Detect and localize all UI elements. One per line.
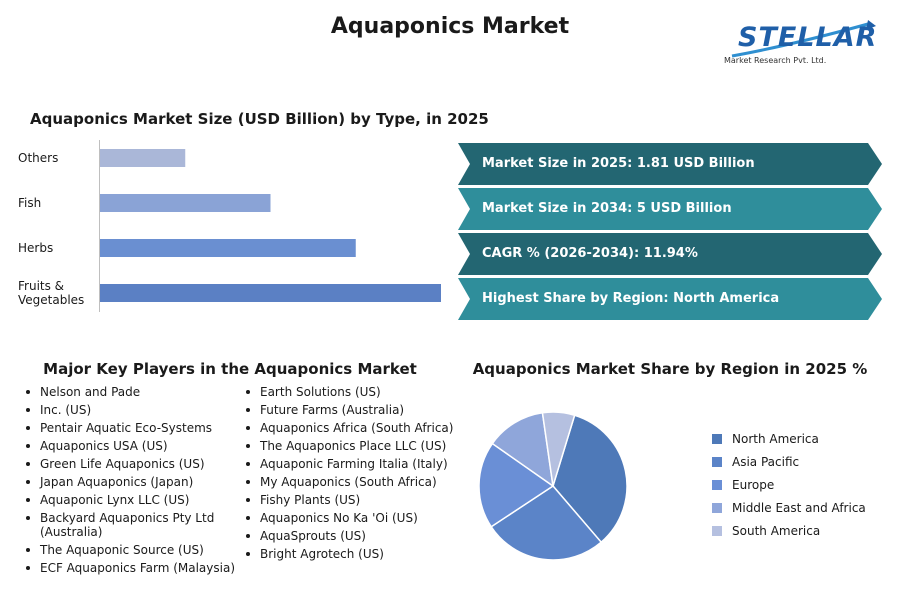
kpi-label: Market Size in 2034: 5 USD Billion (482, 201, 732, 216)
bar-label-others: Others (18, 151, 98, 165)
key-player-item: Fishy Plants (US) (246, 493, 456, 507)
legend-swatch (712, 434, 722, 444)
key-player-item: Aquaponic Lynx LLC (US) (26, 493, 236, 507)
key-player-item: AquaSprouts (US) (246, 529, 456, 543)
key-player-item: Inc. (US) (26, 403, 236, 417)
page-title: Aquaponics Market (330, 14, 570, 39)
bar-others (100, 149, 186, 167)
key-player-item: My Aquaponics (South Africa) (246, 475, 456, 489)
legend-item-north-america: North America (712, 432, 892, 446)
legend-item-asia-pacific: Asia Pacific (712, 455, 892, 469)
kpi-label: Highest Share by Region: North America (482, 291, 780, 306)
key-player-item: Green Life Aquaponics (US) (26, 457, 236, 471)
logo-subtitle: Market Research Pvt. Ltd. (724, 56, 827, 65)
legend-swatch (712, 480, 722, 490)
bar-chart (99, 140, 441, 312)
pie-slice-north-america (552, 414, 628, 544)
pie-slice-europe (478, 442, 555, 528)
key-player-item: Nelson and Pade (26, 385, 236, 399)
bar-label-line: Herbs (18, 241, 54, 255)
bar-fruits-and-vegetables (100, 284, 441, 302)
key-player-item: Aquaponics No Ka 'Oi (US) (246, 511, 456, 525)
bar-label-line: Fish (18, 196, 42, 210)
key-players-title: Major Key Players in the Aquaponics Mark… (43, 360, 417, 378)
legend-label: Europe (732, 478, 775, 492)
pie-chart (478, 412, 628, 561)
legend-label: North America (732, 432, 819, 446)
key-player-item: Aquaponics USA (US) (26, 439, 236, 453)
bar-label-fish: Fish (18, 196, 98, 210)
kpi-arrow-shape (458, 188, 882, 230)
pie-chart-title: Aquaponics Market Share by Region in 202… (472, 360, 868, 378)
pie-slice-south-america (541, 412, 576, 487)
kpi-market-size-2034: Market Size in 2034: 5 USD Billion (458, 188, 882, 230)
logo-swoosh-icon (731, 20, 876, 58)
bar-label-line: Others (18, 151, 59, 165)
key-player-item: The Aquaponic Source (US) (26, 543, 236, 557)
bar-fish (100, 194, 271, 212)
key-player-item: Future Farms (Australia) (246, 403, 456, 417)
key-player-item: ECF Aquaponics Farm (Malaysia) (26, 561, 236, 575)
key-player-item: Earth Solutions (US) (246, 385, 456, 399)
legend-swatch (712, 503, 722, 513)
kpi-market-size-2025: Market Size in 2025: 1.81 USD Billion (458, 143, 882, 185)
bar-label-herbs: Herbs (18, 241, 98, 255)
key-player-item: Aquaponics Africa (South Africa) (246, 421, 456, 435)
key-player-item: Aquaponic Farming Italia (Italy) (246, 457, 456, 471)
bar-label-line: Fruits & (18, 279, 65, 293)
key-player-item: Pentair Aquatic Eco-Systems (26, 421, 236, 435)
legend-label: South America (732, 524, 821, 538)
legend-item-middle-east-and-africa: Middle East and Africa (712, 501, 892, 515)
legend-label: Asia Pacific (732, 455, 800, 469)
bar-chart-title: Aquaponics Market Size (USD Billion) by … (30, 110, 489, 128)
kpi-arrow-shape (458, 278, 882, 320)
key-player-item: Bright Agrotech (US) (246, 547, 456, 561)
legend-label: Middle East and Africa (732, 501, 866, 515)
legend-swatch (712, 457, 722, 467)
bar-herbs (100, 239, 356, 257)
pie-slice-asia-pacific (490, 485, 603, 561)
key-players-list-left: Nelson and Pade Inc. (US) Pentair Aquatic … (26, 385, 236, 579)
key-player-item: The Aquaponics Place LLC (US) (246, 439, 456, 453)
key-player-item: Backyard Aquaponics Pty Ltd (Australia) (26, 511, 236, 539)
bar-label-line: Vegetables (18, 293, 85, 307)
kpi-arrow-shape (458, 143, 882, 185)
kpi-label: CAGR % (2026-2034): 11.94% (482, 246, 698, 261)
pie-chart-legend: North America Asia Pacific Europe Middle Ea… (712, 432, 892, 547)
pie-slice-middle-east-and-africa (491, 412, 554, 488)
kpi-label: Market Size in 2025: 1.81 USD Billion (482, 156, 755, 171)
kpi-cagr: CAGR % (2026-2034): 11.94% (458, 233, 882, 275)
bar-label-fruits-and-vegetables: Fruits & Vegetables (18, 279, 98, 307)
kpi-highest-share-region: Highest Share by Region: North America (458, 278, 882, 320)
company-logo: STELLAR Market Research Pvt. Ltd. (718, 16, 878, 68)
legend-item-south-america: South America (712, 524, 892, 538)
legend-swatch (712, 526, 722, 536)
logo-wordmark: STELLAR (738, 22, 878, 53)
legend-item-europe: Europe (712, 478, 892, 492)
key-player-item: Japan Aquaponics (Japan) (26, 475, 236, 489)
kpi-arrow-shape (458, 233, 882, 275)
key-players-list-right: Earth Solutions (US) Future Farms (Austra… (246, 385, 456, 565)
